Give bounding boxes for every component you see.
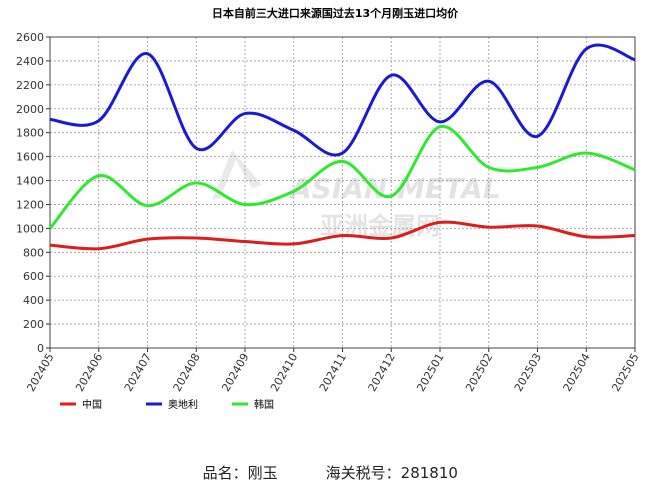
legend-label-2: 韩国 — [254, 398, 274, 411]
x-tick-label: 202408 — [171, 351, 203, 394]
x-tick-label: 202410 — [268, 351, 300, 394]
chart-title: 日本自前三大进口来源国过去13个月刚玉进口均价 — [212, 6, 459, 20]
product-value: 刚玉 — [247, 464, 278, 482]
watermark-latin: ASIAN METAL — [288, 172, 501, 205]
y-tick-label: 1400 — [16, 175, 44, 188]
hs-code-label: 海关税号： — [325, 464, 401, 482]
footer: 品名：刚玉 海关税号：281810 — [0, 444, 651, 483]
x-tick-label: 202412 — [366, 351, 398, 394]
x-tick-label: 202501 — [414, 351, 446, 394]
y-tick-label: 2000 — [16, 103, 44, 116]
legend: 中国 奥地利 韩国 — [60, 398, 274, 411]
y-tick-label: 1800 — [16, 127, 44, 140]
y-tick-label: 600 — [23, 270, 44, 283]
legend-label-1: 奥地利 — [168, 398, 198, 411]
y-tick-label: 800 — [23, 246, 44, 259]
series-line-0 — [49, 220, 636, 251]
x-tick-label: 202406 — [73, 351, 105, 394]
hs-code-value: 281810 — [400, 464, 458, 482]
legend-label-0: 中国 — [82, 398, 102, 411]
x-tick-label: 202411 — [317, 351, 349, 394]
x-tick-label: 202505 — [609, 351, 641, 394]
y-tick-label: 400 — [23, 294, 44, 307]
x-tick-label: 202405 — [24, 351, 56, 394]
x-tick-label: 202409 — [219, 351, 251, 394]
x-tick-label: 202504 — [561, 351, 593, 394]
y-tick-label: 1000 — [16, 222, 44, 235]
y-tick-label: 0 — [37, 342, 44, 355]
y-tick-label: 1600 — [16, 151, 44, 164]
product-label: 品名： — [202, 464, 248, 482]
x-tick-label: 202503 — [512, 351, 544, 394]
y-tick-label: 200 — [23, 318, 44, 331]
plot-frame — [49, 36, 636, 349]
y-tick-label: 1200 — [16, 198, 44, 211]
asian-metal-watermark: ASIAN METAL 亚洲金属网 — [212, 150, 501, 240]
series-lines — [48, 43, 636, 251]
x-tick-label: 202502 — [463, 351, 495, 394]
price-chart: 日本自前三大进口来源国过去13个月刚玉进口均价 ASIAN METAL 亚洲金属… — [16, 6, 642, 411]
watermark-logo — [212, 150, 262, 200]
x-tick-label: 202407 — [122, 351, 154, 394]
y-tick-label: 2600 — [16, 31, 44, 44]
series-line-2 — [48, 125, 636, 230]
series-line-1 — [49, 43, 636, 157]
y-tick-label: 2400 — [16, 55, 44, 68]
y-tick-label: 2200 — [16, 79, 44, 92]
